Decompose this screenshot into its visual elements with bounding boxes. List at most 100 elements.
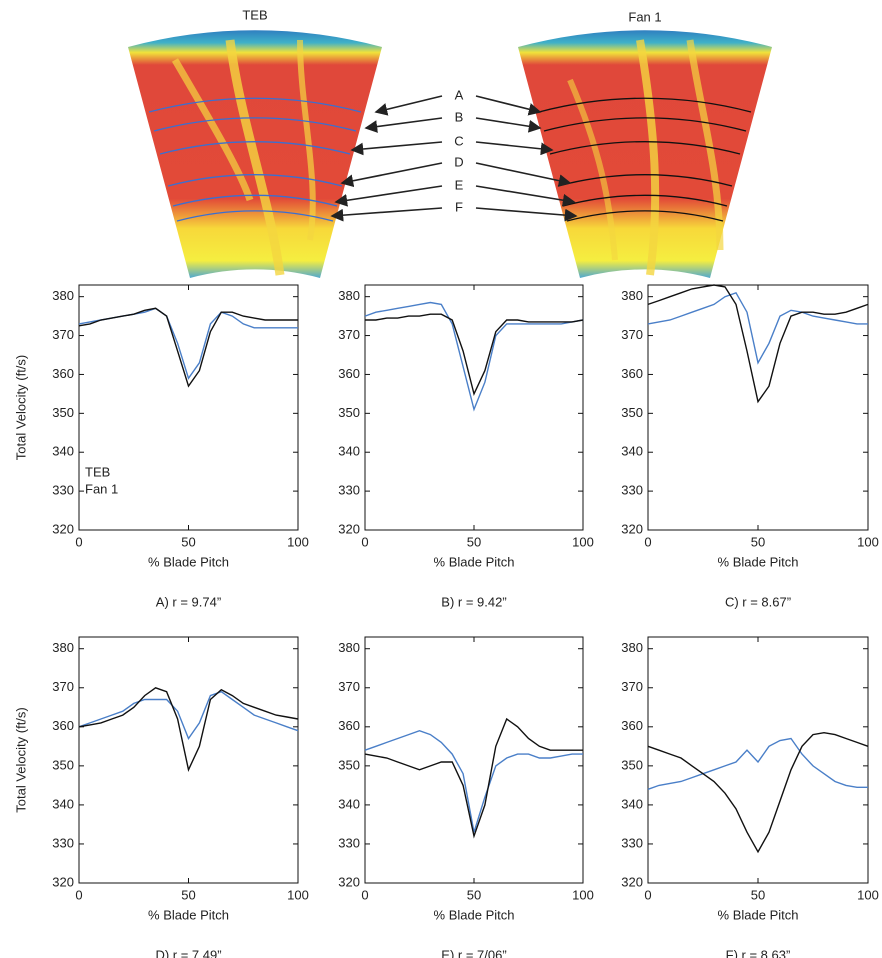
caption: D) r = 7.49”: [155, 947, 221, 958]
y-tick-label: 320: [621, 521, 643, 536]
series-line: [364, 717, 583, 839]
y-tick-label: 380: [621, 288, 643, 303]
line-chart: 320 330 340 350 360 370 380 0 50 100 % Blade Pitch…: [13, 636, 309, 958]
y-tick-label: 340: [338, 796, 360, 811]
series-line: [364, 729, 583, 833]
x-tick-label: 100: [857, 887, 879, 902]
y-tick-label: 360: [621, 718, 643, 733]
x-tick-label: 100: [572, 534, 594, 549]
cut-label: E: [455, 177, 464, 192]
y-tick-label: 360: [621, 366, 643, 381]
y-tick-label: 350: [338, 757, 360, 772]
y-tick-label: 370: [621, 327, 643, 342]
series-line: [78, 307, 298, 388]
plot-frame: [647, 636, 869, 884]
y-tick-label: 330: [621, 835, 643, 850]
y-tick-label: 340: [621, 444, 643, 459]
y-tick-label: 350: [52, 405, 74, 420]
y-tick-label: 320: [52, 874, 74, 889]
y-tick-label: 370: [52, 679, 74, 694]
x-tick-label: 50: [181, 887, 195, 902]
y-tick-label: 320: [52, 521, 74, 536]
x-tick-label: 0: [644, 534, 651, 549]
x-tick-label: 0: [75, 887, 82, 902]
x-tick-label: 50: [751, 534, 765, 549]
x-tick-label: 100: [572, 887, 594, 902]
legend-entry: TEB: [85, 464, 110, 479]
y-tick-label: 330: [52, 483, 74, 498]
y-tick-label: 360: [52, 718, 74, 733]
y-axis-label: Total Velocity (ft/s): [13, 707, 28, 812]
series-line: [364, 301, 584, 412]
y-tick-label: 350: [621, 405, 643, 420]
x-tick-label: 100: [287, 887, 309, 902]
legend-entry: Fan 1: [85, 481, 118, 496]
x-tick-label: 100: [857, 534, 879, 549]
y-tick-label: 360: [338, 718, 360, 733]
y-tick-label: 330: [338, 483, 360, 498]
cut-arrows: [330, 95, 578, 222]
y-tick-label: 370: [338, 327, 360, 342]
x-axis-label: % Blade Pitch: [148, 554, 229, 569]
y-axis-label: Total Velocity (ft/s): [13, 355, 28, 460]
x-tick-label: 0: [644, 887, 651, 902]
y-tick-label: 340: [52, 796, 74, 811]
cut-label: A: [455, 87, 464, 102]
cut-label: F: [455, 199, 463, 214]
x-axis-label: % Blade Pitch: [434, 907, 515, 922]
line-chart: 320 330 340 350 360 370 380 0 50 100 % Blade Pitch…: [338, 636, 594, 958]
y-tick-label: 380: [621, 640, 643, 655]
plot-frame: [647, 284, 869, 531]
x-axis-label: % Blade Pitch: [434, 554, 515, 569]
x-tick-label: 0: [75, 534, 82, 549]
line-chart: 320 330 340 350 360 370 380 0 50 100 % Blade Pitch…: [621, 636, 879, 958]
y-tick-label: 350: [621, 757, 643, 772]
y-tick-label: 380: [338, 640, 360, 655]
series-line: [78, 690, 299, 740]
series-line: [647, 737, 868, 790]
series-line: [78, 687, 299, 772]
line-chart: 320 330 340 350 360 370 380 0 50 100 % Blade Pitch…: [13, 284, 309, 609]
y-tick-label: 360: [52, 366, 74, 381]
y-tick-label: 380: [338, 288, 360, 303]
y-tick-label: 380: [52, 288, 74, 303]
cut-label: C: [454, 133, 463, 148]
y-tick-label: 340: [621, 796, 643, 811]
series-line: [647, 291, 868, 365]
y-tick-label: 320: [338, 521, 360, 536]
x-tick-label: 50: [467, 887, 481, 902]
y-tick-label: 330: [338, 835, 360, 850]
x-axis-label: % Blade Pitch: [718, 907, 799, 922]
left-title: TEB: [242, 7, 267, 22]
x-tick-label: 50: [181, 534, 195, 549]
y-tick-label: 330: [52, 835, 74, 850]
x-tick-label: 100: [287, 534, 309, 549]
y-tick-label: 340: [52, 444, 74, 459]
line-chart: 320 330 340 350 360 370 380 0 50 100 % Blade Pitch…: [621, 284, 879, 609]
fan-contour: [518, 30, 772, 278]
y-tick-label: 360: [338, 366, 360, 381]
plot-frame: [364, 636, 584, 884]
caption: E) r = 7/06”: [441, 947, 506, 958]
x-tick-label: 0: [361, 534, 368, 549]
y-tick-label: 370: [52, 327, 74, 342]
y-tick-label: 330: [621, 483, 643, 498]
right-title: Fan 1: [628, 9, 661, 24]
caption: F) r = 8.63”: [726, 947, 791, 958]
y-tick-label: 320: [621, 874, 643, 889]
series-line: [647, 284, 869, 404]
teb-contour: [128, 30, 382, 278]
x-axis-label: % Blade Pitch: [718, 554, 799, 569]
cut-label: B: [455, 109, 464, 124]
y-tick-label: 340: [338, 444, 360, 459]
x-tick-label: 50: [467, 534, 481, 549]
plot-frame: [78, 636, 299, 884]
y-tick-label: 370: [338, 679, 360, 694]
series-line: [647, 731, 869, 854]
y-tick-label: 370: [621, 679, 643, 694]
cut-label: D: [454, 154, 463, 169]
y-tick-label: 350: [52, 757, 74, 772]
caption: A) r = 9.74”: [156, 594, 221, 609]
caption: C) r = 8.67”: [725, 594, 791, 609]
